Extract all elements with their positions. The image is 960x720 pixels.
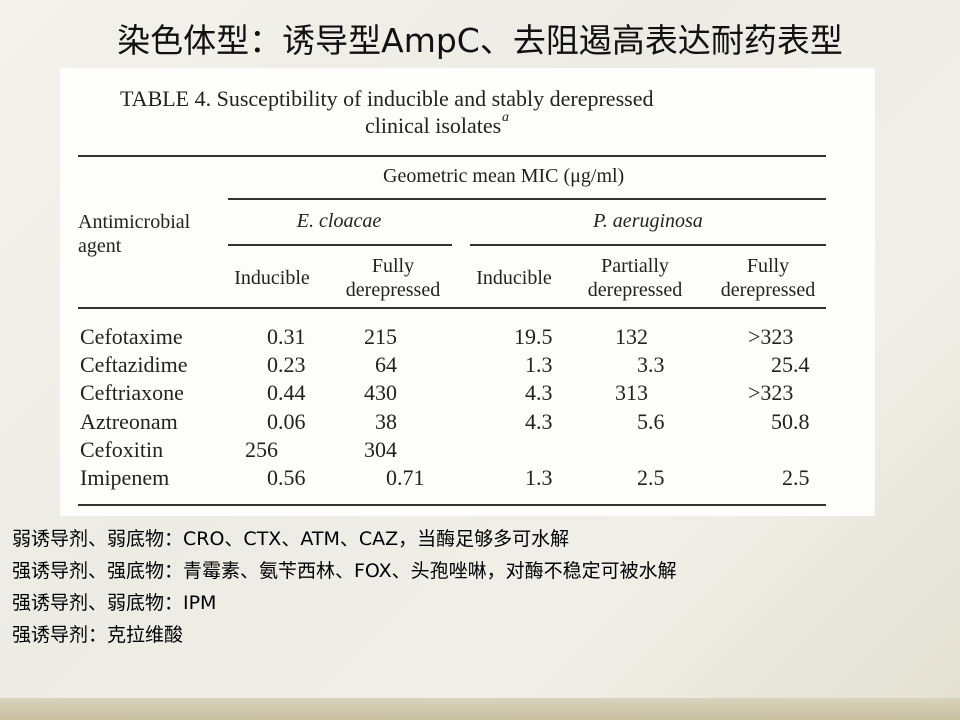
cell-value: 19.5: [514, 324, 553, 349]
column-header: Fully derepressed: [345, 255, 441, 301]
table-caption: TABLE 4. Susceptibility of inducible and…: [120, 86, 654, 111]
group-header: E. cloacae: [296, 210, 382, 232]
note-line: 强诱导剂：克拉维酸: [12, 624, 184, 646]
agent-name: Ceftazidime: [80, 352, 188, 378]
cell-value: 215: [364, 324, 397, 349]
cell-value: 4.3: [525, 408, 553, 434]
agent-header: Antimicrobial agent: [78, 211, 191, 257]
cell-value: 132: [615, 324, 648, 349]
bottom-strip: [0, 698, 960, 720]
column-header: Partially derepressed: [587, 255, 683, 301]
note-line: 强诱导剂、弱底物：IPM: [12, 592, 217, 614]
cell-value: 0.31: [267, 324, 306, 349]
cell-value: 3.3: [637, 352, 665, 378]
agent-name: Cefotaxime: [80, 324, 183, 349]
cell-value: 2.5: [782, 465, 810, 490]
table-rule: [78, 504, 826, 506]
cell-value: 0.06: [267, 408, 306, 434]
cell-value: 0.56: [267, 465, 306, 490]
slide-title: 染色体型：诱导型AmpC、去阻遏高表达耐药表型: [117, 21, 843, 60]
cell-value: 0.71: [386, 465, 425, 490]
cell-value: 64: [375, 352, 397, 378]
cell-value: 2.5: [637, 465, 665, 490]
table-rule: [228, 244, 452, 246]
cell-value: 4.3: [525, 380, 553, 406]
agent-name: Cefoxitin: [80, 436, 164, 462]
cell-value: 1.3: [525, 352, 553, 378]
caption-note: a: [502, 110, 509, 125]
cell-value: >323: [748, 380, 794, 406]
cell-value: 50.8: [771, 408, 810, 434]
note-line: 强诱导剂、强底物：青霉素、氨苄西林、FOX、头孢唑啉，对酶不稳定可被水解: [12, 560, 677, 582]
cell-value: 5.6: [637, 408, 665, 434]
cell-value: 1.3: [525, 465, 553, 490]
table-rule: [228, 198, 826, 200]
agent-name: Aztreonam: [80, 408, 178, 434]
cell-value: >323: [748, 324, 794, 349]
table-rule: [78, 307, 826, 309]
cell-value: 256: [245, 436, 278, 462]
column-header: Inducible: [476, 267, 552, 289]
cell-value: 38: [375, 408, 397, 434]
cell-value: 430: [364, 380, 397, 406]
cell-value: 0.44: [267, 380, 306, 406]
note-line: 弱诱导剂、弱底物：CRO、CTX、ATM、CAZ，当酶足够多可水解: [12, 528, 570, 550]
table-rule: [470, 244, 826, 246]
table-image: [60, 68, 875, 516]
table-rule: [78, 155, 826, 157]
agent-name: Ceftriaxone: [80, 380, 184, 406]
cell-value: 25.4: [771, 352, 810, 378]
cell-value: 313: [615, 380, 648, 406]
measure-header: Geometric mean MIC (μg/ml): [383, 165, 625, 187]
table-caption: clinical isolates: [365, 113, 502, 138]
agent-name: Imipenem: [80, 465, 170, 490]
cell-value: 0.23: [267, 352, 306, 378]
column-header: Inducible: [234, 267, 310, 289]
cell-value: 304: [364, 436, 397, 462]
column-header: Fully derepressed: [720, 255, 816, 301]
group-header: P. aeruginosa: [593, 210, 703, 232]
